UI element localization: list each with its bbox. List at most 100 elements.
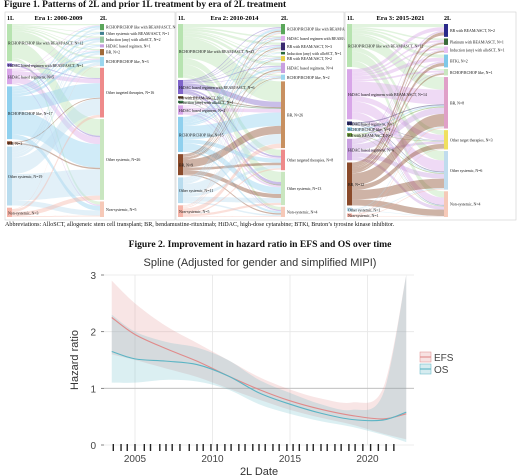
sankey-flow	[352, 81, 444, 105]
left-node-bar	[178, 116, 183, 152]
axis-label-2l: 2L	[100, 16, 107, 22]
sankey-flow	[183, 112, 281, 188]
right-node-bar	[100, 119, 104, 200]
sankey-flow	[183, 27, 281, 81]
left-node-bar	[178, 177, 183, 204]
sankey-flow	[12, 38, 100, 91]
sankey-flow	[183, 27, 281, 38]
sankey-flow	[352, 41, 444, 142]
sankey-flow	[183, 31, 281, 53]
right-node-label: BTKi, N=2	[450, 60, 468, 65]
sankey-flow	[352, 135, 444, 174]
sankey-flow	[352, 157, 444, 210]
right-node-bar	[281, 81, 285, 149]
left-node-bar	[178, 154, 183, 176]
sankey-flow	[183, 33, 281, 206]
sankey-flow	[183, 143, 281, 213]
right-node-label: BR with BEAM/ASCT, N=2	[287, 57, 332, 62]
left-node-label: HiDAC based regimen with BEAM/ASCT, N=6	[179, 86, 254, 91]
sankey-flow	[183, 27, 281, 106]
sankey-flow	[183, 47, 281, 157]
sankey-flow	[352, 188, 444, 217]
sankey-flow	[12, 169, 100, 201]
series-line-efs	[111, 317, 407, 420]
left-node-bar	[178, 79, 183, 95]
sankey-flow	[12, 64, 100, 138]
sankey-flow	[183, 70, 281, 184]
sankey-flow	[352, 216, 444, 217]
left-node-label: BR with BEAM/ASCT, N=1	[179, 96, 224, 101]
sankey-flow	[352, 129, 444, 142]
sankey-flow	[183, 77, 281, 160]
sankey-flow	[183, 30, 281, 156]
axis-label-1l: 1L	[7, 16, 14, 22]
right-node-label: BR with BEAM/ASCT, N=3	[287, 45, 332, 50]
x-tick-label: 2015	[279, 454, 302, 465]
y-tick-label: 2	[90, 328, 96, 339]
right-node-label: RCHOP/RCHOP like, N=2	[287, 76, 330, 81]
sankey-flow	[352, 27, 444, 73]
x-axis-title: 2L Date	[240, 466, 278, 475]
sankey-flow	[183, 93, 281, 211]
x-tick-label: 2010	[201, 454, 224, 465]
left-node-bar	[7, 86, 12, 140]
sankey-flow	[352, 62, 444, 172]
sankey-flow	[183, 88, 281, 158]
sankey-flow	[183, 48, 281, 181]
right-node-bar	[100, 56, 104, 67]
sankey-flow	[352, 112, 444, 205]
chart-subtitle: Spline (Adjusted for gender and simplifi…	[144, 257, 377, 269]
left-node-bar	[178, 96, 183, 99]
sankey-flow	[183, 111, 281, 159]
sankey-flow	[12, 31, 100, 79]
ci-band-os	[111, 275, 407, 443]
sankey-flow	[352, 51, 444, 161]
x-tick-label: 2005	[124, 454, 147, 465]
sankey-flow	[183, 59, 281, 182]
left-node-bar	[347, 213, 352, 217]
right-node-bar	[281, 51, 285, 55]
sankey-flow	[352, 105, 444, 130]
sankey-flow	[12, 195, 100, 217]
sankey-flow	[12, 50, 100, 71]
left-node-label: HiDAC based regimens, N=1	[348, 122, 394, 127]
sankey-flow	[183, 201, 281, 217]
legend-swatch	[419, 363, 432, 375]
right-node-bar	[444, 24, 448, 37]
sankey-flow	[183, 24, 281, 28]
sankey-flow	[12, 52, 100, 155]
sankey-flow	[352, 32, 444, 166]
sankey-flow	[352, 141, 444, 153]
sankey-flow	[352, 34, 444, 90]
right-node-label: RCHOP/RCHOP like, N=3	[106, 60, 149, 65]
sankey-flow	[12, 44, 100, 92]
sankey-flow	[183, 96, 281, 109]
sankey-flow	[183, 69, 281, 160]
right-node-bar	[444, 54, 448, 68]
sankey-flow	[183, 57, 281, 83]
sankey-flow	[183, 38, 281, 156]
left-node-label: RCHOP/RCHOP like with BEAM/ASCT, N=23	[179, 50, 254, 55]
left-node-bar	[7, 146, 12, 206]
sankey-flow	[183, 149, 281, 214]
sankey-flow	[352, 178, 444, 200]
abbreviations-note: Abbreviations: AlloSCT, allogeneic stem …	[5, 222, 395, 228]
sankey-flow	[183, 125, 281, 168]
panel-title: Era 1: 2000-2009	[35, 15, 84, 22]
sankey-flow	[183, 76, 281, 127]
left-node-bar	[347, 121, 352, 126]
left-node-label: Other systemic, N=1	[348, 208, 380, 213]
left-node-bar	[178, 24, 183, 78]
sankey-flow	[183, 67, 281, 125]
sankey-flow	[12, 25, 100, 89]
sankey-flow	[12, 110, 100, 168]
sankey-flow	[183, 83, 281, 108]
sankey-flow	[183, 36, 281, 77]
y-tick-label: 3	[90, 271, 96, 282]
sankey-panel-1: Era 1: 2000-2009 1L 2L RCHOP/RCHOP like wit…	[4, 11, 179, 221]
sankey-flow	[12, 57, 100, 205]
left-node-label: Non-systemic, N=5	[179, 210, 210, 215]
right-node-label: BR with BEAM/ASCT, N=2	[450, 29, 495, 34]
legend-label: OS	[434, 365, 449, 376]
sankey-flow	[352, 73, 444, 174]
